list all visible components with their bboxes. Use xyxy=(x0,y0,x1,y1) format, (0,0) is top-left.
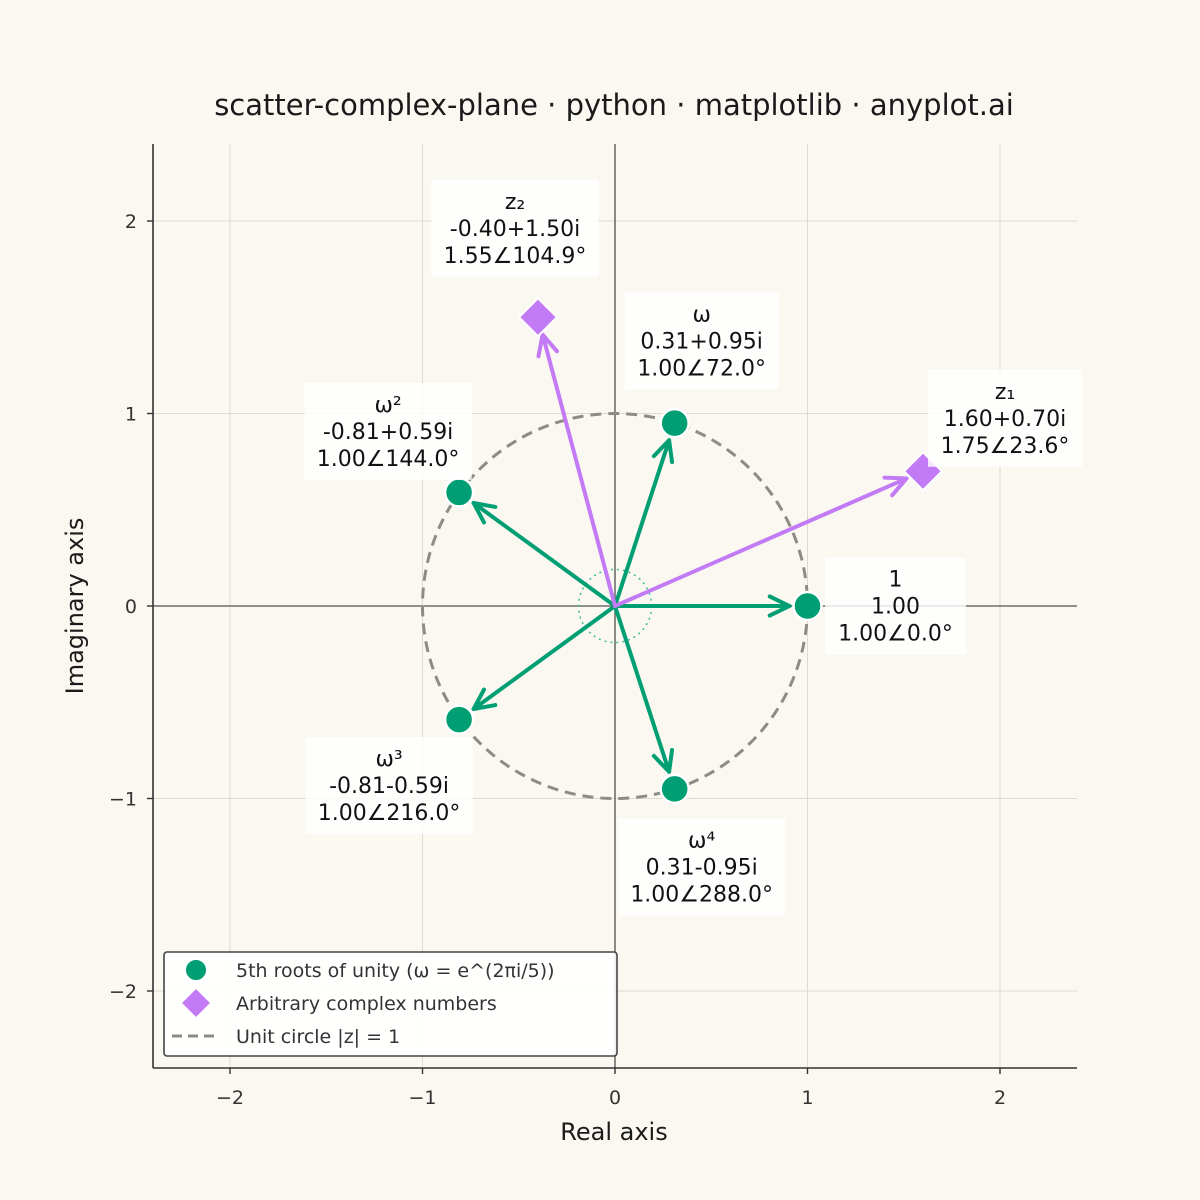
x-tick-label: 0 xyxy=(609,1087,621,1109)
point-marker-circle xyxy=(443,477,475,508)
y-tick-label: −1 xyxy=(109,789,137,811)
annotation-box xyxy=(305,737,473,835)
vector-line xyxy=(471,604,617,711)
annotation-box xyxy=(928,369,1082,467)
ticks: −2 −1 0 1 2 −2 −1 0 1 2 xyxy=(109,211,1006,1109)
vector-line xyxy=(540,332,617,608)
annotation-name: ω² xyxy=(374,393,401,418)
annotation-name: ω³ xyxy=(375,747,402,772)
annotation-rectangular: -0.81+0.59i xyxy=(323,420,453,445)
x-tick-label: −2 xyxy=(216,1087,244,1109)
annotation-rectangular: 1.60+0.70i xyxy=(944,407,1067,432)
annotation-polar: 1.55∠104.9° xyxy=(444,244,587,269)
annotation-polar: 1.00∠288.0° xyxy=(630,882,773,907)
legend-marker-diamond xyxy=(179,986,213,1020)
annotation-box xyxy=(624,292,779,390)
point-marker-circle xyxy=(792,590,823,622)
annotation-box xyxy=(304,382,472,480)
annotation-box xyxy=(431,179,599,277)
vector-arrowhead xyxy=(536,332,559,359)
vector-line xyxy=(613,438,672,608)
legend: 5th roots of unity (ω = e^(2πi/5)) Arbitr… xyxy=(163,951,618,1057)
vector-arrowhead xyxy=(767,594,792,618)
annotation-rectangular: -0.81-0.59i xyxy=(329,774,449,799)
annotation-name: ω xyxy=(692,303,710,328)
x-tick-label: 1 xyxy=(801,1087,813,1109)
x-tick-label: −1 xyxy=(408,1087,436,1109)
vector-arrowhead xyxy=(471,687,498,711)
vectors xyxy=(471,332,909,774)
annotation-name: 1 xyxy=(889,568,903,593)
vector-arrowhead xyxy=(651,747,675,774)
legend-label: Unit circle |z| = 1 xyxy=(236,1026,400,1048)
vector-arrowhead xyxy=(651,438,675,465)
annotation-polar: 1.00∠72.0° xyxy=(637,357,766,382)
annotation-box xyxy=(618,818,786,916)
annotation-name: z₂ xyxy=(505,190,525,215)
vector-line xyxy=(613,476,909,608)
x-axis-label: Real axis xyxy=(560,1118,667,1146)
y-tick-label: −2 xyxy=(109,981,137,1003)
point-marker-circle xyxy=(443,704,475,735)
annotation-name: ω⁴ xyxy=(688,828,715,853)
annotation-rectangular: -0.40+1.50i xyxy=(450,217,580,242)
x-tick-label: 2 xyxy=(994,1087,1006,1109)
annotation-rectangular: 0.31-0.95i xyxy=(646,855,758,880)
legend-marker-circle xyxy=(184,958,208,982)
annotation-name: z₁ xyxy=(995,380,1015,405)
legend-label: Arbitrary complex numbers xyxy=(236,993,497,1015)
annotation-polar: 1.00∠144.0° xyxy=(317,447,460,472)
annotation-box xyxy=(825,557,966,655)
point-marker-circle xyxy=(659,773,690,805)
legend-box xyxy=(163,951,618,1057)
point-marker-diamond xyxy=(517,296,559,338)
vector-arrowhead xyxy=(882,475,909,498)
vector-line xyxy=(471,501,617,608)
annotation-polar: 1.75∠23.6° xyxy=(941,434,1070,459)
vector-arrowhead xyxy=(471,501,498,525)
annotation-polar: 1.00∠216.0° xyxy=(318,801,461,826)
y-tick-label: 0 xyxy=(125,596,137,618)
legend-label: 5th roots of unity (ω = e^(2πi/5)) xyxy=(236,960,555,982)
vector-line xyxy=(613,604,672,774)
chart-title: scatter-complex-plane · python · matplot… xyxy=(214,88,1014,122)
y-tick-label: 2 xyxy=(125,211,137,233)
annotation-rectangular: 1.00 xyxy=(871,595,920,620)
annotation-polar: 1.00∠0.0° xyxy=(838,622,953,647)
y-tick-label: 1 xyxy=(125,404,137,426)
y-axis-label: Imaginary axis xyxy=(61,518,89,695)
annotations: 11.001.00∠0.0°ω0.31+0.95i1.00∠72.0°ω²-0.… xyxy=(304,179,1082,916)
annotation-rectangular: 0.31+0.95i xyxy=(640,330,763,355)
point-marker-circle xyxy=(659,407,690,439)
